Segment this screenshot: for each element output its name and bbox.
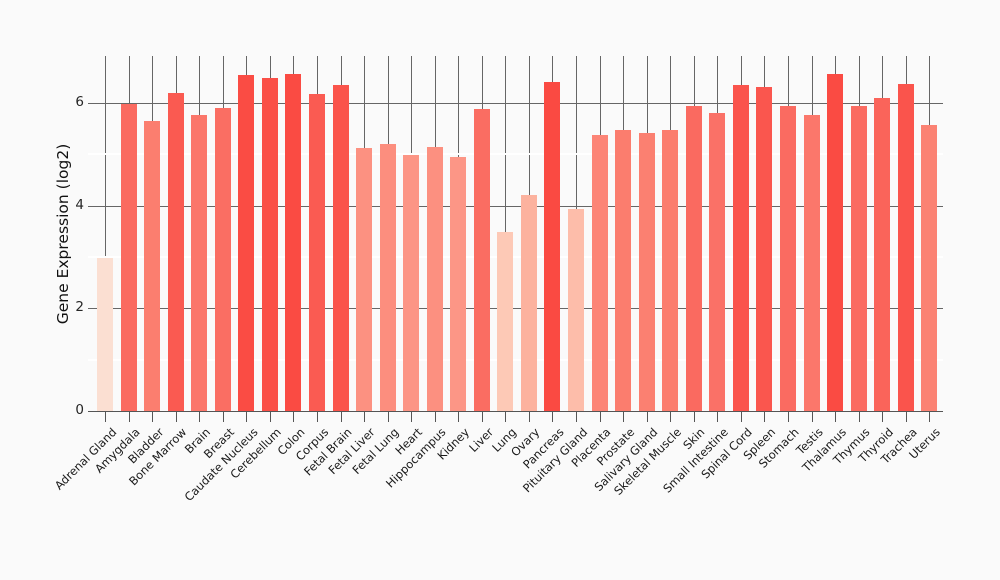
bar — [238, 75, 255, 411]
bar — [591, 134, 608, 411]
x-tick — [905, 412, 907, 422]
bar — [897, 84, 914, 411]
h-gridline-major — [88, 103, 943, 105]
bar — [473, 108, 490, 411]
x-tick — [293, 412, 295, 422]
x-tick — [929, 412, 931, 422]
x-tick — [128, 412, 130, 422]
x-tick — [576, 412, 577, 422]
bar — [167, 92, 184, 411]
x-tick — [787, 412, 789, 422]
bar — [97, 258, 113, 411]
bar — [568, 209, 584, 411]
x-tick — [740, 412, 742, 422]
bar — [120, 104, 137, 411]
x-tick — [199, 412, 201, 422]
bar — [544, 81, 561, 411]
x-tick — [387, 412, 389, 422]
x-tick — [175, 412, 177, 422]
bar — [827, 73, 844, 411]
x-tick — [599, 412, 601, 422]
v-gridline — [105, 56, 106, 411]
bar — [450, 157, 467, 411]
bar — [214, 108, 231, 411]
x-tick — [882, 412, 884, 422]
bar — [426, 147, 443, 411]
x-tick — [481, 412, 483, 422]
bar — [803, 115, 820, 411]
y-tick-label: 0 — [75, 402, 84, 418]
bar — [356, 148, 373, 411]
x-tick — [105, 412, 106, 422]
bar — [662, 129, 679, 411]
h-gridline-major — [88, 205, 943, 207]
bar — [332, 85, 349, 411]
x-tick — [552, 412, 554, 422]
plot-area — [88, 56, 943, 422]
x-tick — [811, 412, 813, 422]
bar — [144, 120, 161, 411]
x-tick — [222, 412, 224, 422]
x-axis-line — [88, 411, 943, 412]
bar — [261, 77, 278, 411]
bar — [921, 125, 938, 411]
x-tick — [269, 412, 271, 422]
bar — [638, 132, 655, 411]
y-tick-label: 6 — [75, 94, 84, 111]
x-tick — [246, 412, 248, 422]
bar — [191, 115, 208, 411]
x-tick-label: Liver — [465, 425, 496, 455]
bar — [520, 195, 537, 411]
bar — [732, 84, 749, 411]
x-tick — [316, 412, 318, 422]
x-tick — [364, 412, 366, 422]
h-gridline-minor — [88, 358, 943, 361]
bar — [756, 87, 773, 411]
bar — [285, 74, 302, 411]
x-tick — [693, 412, 695, 422]
h-gridline-minor — [88, 153, 943, 156]
x-tick — [623, 412, 625, 422]
bar — [497, 231, 514, 411]
x-tick — [646, 412, 648, 422]
x-tick — [670, 412, 672, 422]
x-tick — [152, 412, 154, 422]
y-tick-label: 2 — [75, 299, 84, 316]
x-tick — [764, 412, 766, 422]
bar — [403, 155, 420, 411]
bar — [850, 106, 867, 411]
h-gridline-major — [88, 308, 943, 310]
x-tick — [505, 412, 507, 422]
y-tick-label: 4 — [75, 196, 84, 213]
x-tick — [835, 412, 837, 422]
x-tick — [411, 412, 413, 422]
x-tick — [858, 412, 860, 422]
bar — [709, 112, 726, 411]
bar — [685, 106, 702, 411]
bar — [615, 129, 632, 411]
x-tick — [458, 412, 460, 422]
x-tick — [340, 412, 342, 422]
x-tick — [434, 412, 436, 422]
x-tick — [528, 412, 530, 422]
x-tick — [717, 412, 719, 422]
bar — [308, 93, 325, 411]
h-gridline-minor — [88, 256, 943, 258]
bar — [779, 106, 796, 411]
bar — [379, 144, 396, 411]
y-axis-title: Gene Expression (log2) — [54, 143, 72, 325]
bar — [874, 98, 891, 411]
